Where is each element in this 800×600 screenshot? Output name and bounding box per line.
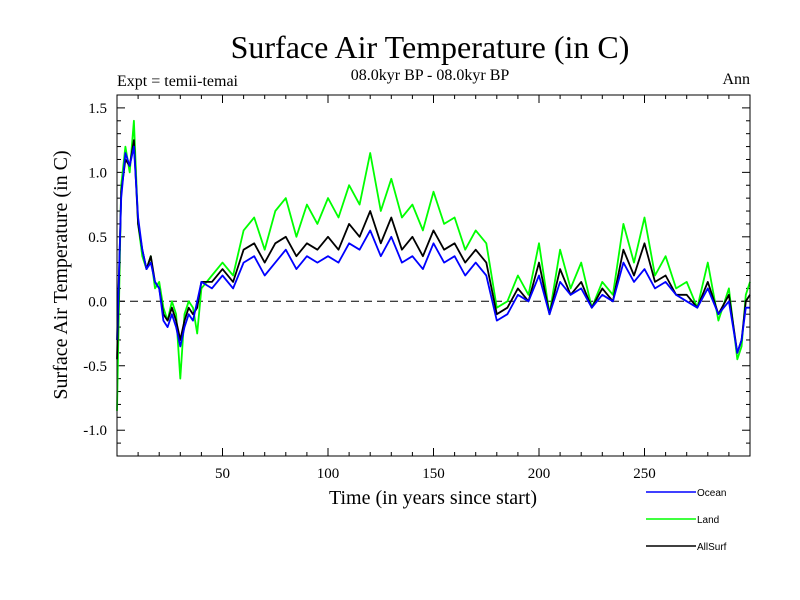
series-line-land	[116, 119, 751, 411]
series-line-ocean	[116, 145, 750, 354]
legend-label-land: Land	[697, 515, 719, 526]
x-axis-label: Time (in years since start)	[329, 487, 537, 509]
legend-label-allsurf: AllSurf	[697, 542, 727, 553]
x-tick-label: 150	[422, 466, 445, 482]
series-lines	[116, 119, 751, 411]
y-tick-label: 0.5	[88, 230, 107, 246]
chart-subtitle: 08.0kyr BP - 08.0kyr BP	[351, 67, 510, 84]
y-tick-label: -1.0	[83, 423, 107, 439]
legend-label-ocean: Ocean	[697, 488, 726, 499]
x-tick-label: 100	[317, 466, 340, 482]
plot-frame	[116, 94, 751, 457]
x-tick-label: 50	[215, 466, 230, 482]
series-line-allsurf	[116, 139, 751, 360]
legend: Ocean Land AllSurf	[646, 488, 727, 553]
x-tick-label: 200	[528, 466, 551, 482]
plot-area: 50 100 150 200 250 -1.0 -0.5 0.0 0.5 1.0 1.5	[83, 95, 750, 482]
y-tick-label: 1.0	[88, 165, 107, 181]
chart-title: Surface Air Temperature (in C)	[231, 29, 630, 65]
y-tick-label: -0.5	[83, 359, 107, 375]
y-tick-label: 1.5	[88, 101, 107, 117]
expt-label: Expt = temii-temai	[117, 73, 239, 90]
x-tick-label: 250	[633, 466, 656, 482]
y-axis-label: Surface Air Temperature (in C)	[50, 150, 72, 399]
season-label: Ann	[722, 71, 750, 88]
y-tick-label: 0.0	[88, 294, 107, 310]
